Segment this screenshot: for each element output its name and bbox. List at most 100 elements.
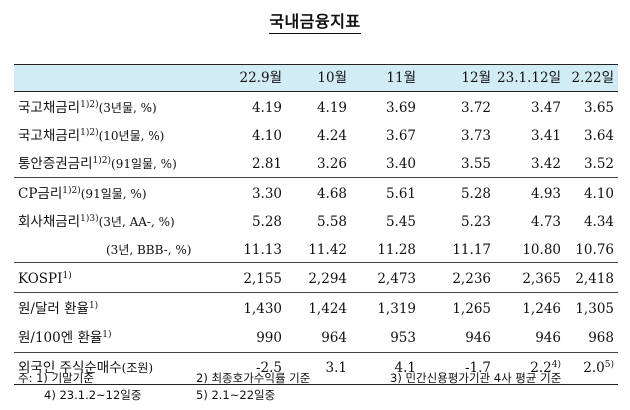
table-cell: 3.1 xyxy=(326,354,347,382)
table-cell: 11.13 xyxy=(243,236,282,264)
cell-value: 968 xyxy=(588,330,614,346)
table-header: 22.9월 10월 11월 12월 23.1.12일 2.22일 xyxy=(14,64,618,92)
cell-value: 11.42 xyxy=(308,242,347,258)
cell-value: 5.28 xyxy=(460,186,491,202)
table-cell: 4.19 xyxy=(317,94,347,122)
cell-value: 990 xyxy=(256,330,282,346)
table-cell: 4.68 xyxy=(317,180,347,208)
cell-value: 5.28 xyxy=(251,214,282,230)
table-cell: 3.42 xyxy=(531,150,561,178)
row-unit: (조원) xyxy=(121,361,154,375)
table-cell: 3.52 xyxy=(584,150,614,178)
cell-value: 1,265 xyxy=(452,301,491,317)
cell-value: 946 xyxy=(535,330,561,346)
cell-value: 2,236 xyxy=(452,271,491,287)
table-cell: 4.34 xyxy=(584,208,614,236)
table-cell: 11.17 xyxy=(452,236,491,264)
cell-value: 2,365 xyxy=(522,271,561,287)
row-label-text: CP금리 xyxy=(18,186,63,202)
table-cell: 2,473 xyxy=(377,265,416,293)
row-label-footnote-marker: 1)2) xyxy=(80,128,99,138)
cell-value: 2,418 xyxy=(575,271,614,287)
cell-value: 3.72 xyxy=(460,100,491,116)
cell-value: 2,155 xyxy=(243,271,282,287)
cell-value: 2.0 xyxy=(583,360,605,376)
column-header: 10월 xyxy=(317,70,347,86)
footnote: 4) 23.1.2~12일중 xyxy=(44,388,142,402)
cell-value: 946 xyxy=(465,330,491,346)
cell-value: 3.64 xyxy=(583,128,614,144)
table-cell: 953 xyxy=(390,324,416,352)
row-label-text: KOSPI xyxy=(18,271,63,287)
table-bottom-border xyxy=(14,384,618,385)
page-title: 국내금융지표 xyxy=(0,8,630,34)
cell-value: 2,473 xyxy=(377,271,416,287)
cell-footnote-marker: 5) xyxy=(604,360,614,370)
cell-value: 5.61 xyxy=(385,186,416,202)
table-cell: 2,365 xyxy=(522,265,561,293)
row-label-footnote-marker: 1)2) xyxy=(92,156,112,166)
cell-value: 1,246 xyxy=(522,301,561,317)
cell-value: 11.28 xyxy=(377,242,416,258)
table-row: 회사채금리1)3)(3년, AA-, %) 5.28 5.58 5.45 5.23 4.7… xyxy=(14,208,618,236)
table-cell: 4.10 xyxy=(584,180,614,208)
row-label: CP금리1)2)(91일물, %) xyxy=(18,180,147,208)
table-row: 외국인 주식순매수(조원) -2.5 3.1 4.1 -1.7 2.24) 2.05) xyxy=(14,354,618,382)
table-cell: 3.65 xyxy=(584,94,614,122)
table-cell: 946 xyxy=(465,324,491,352)
cell-value: 953 xyxy=(390,330,416,346)
table-cell: 5.28 xyxy=(461,180,491,208)
table-cell: 2.05) xyxy=(583,354,614,382)
table-cell: 5.28 xyxy=(252,208,282,236)
table-cell: 1,430 xyxy=(243,295,282,323)
row-divider xyxy=(14,292,618,293)
table-cell: 3.69 xyxy=(386,94,416,122)
row-label: 원/100엔 환율1) xyxy=(18,324,112,352)
table-cell: 3.67 xyxy=(386,122,416,150)
table-cell: 964 xyxy=(321,324,347,352)
table-cell: 3.55 xyxy=(461,150,491,178)
cell-value: 2.81 xyxy=(251,156,282,172)
cell-value: 5.58 xyxy=(316,214,347,230)
table-cell: 2.24) xyxy=(530,354,561,382)
table-cell: 3.47 xyxy=(531,94,561,122)
cell-value: 3.41 xyxy=(530,128,561,144)
footnote: 2) 최종호가수익률 기준 xyxy=(196,371,311,385)
row-label-text: 통안증권금리 xyxy=(18,156,93,172)
row-label-footnote-marker: 1) xyxy=(88,301,99,311)
row-divider xyxy=(14,352,618,353)
table-row: 국고채금리1)2)(3년물, %) 4.19 4.19 3.69 3.72 3.47 3.6… xyxy=(14,94,618,122)
table-cell: 3.41 xyxy=(531,122,561,150)
cell-value: 11.13 xyxy=(243,242,282,258)
table-row: 원/달러 환율1) 1,430 1,424 1,319 1,265 1,246 1,305 xyxy=(14,295,618,323)
table-row: 통안증권금리1)2)(91일물, %) 2.81 3.26 3.40 3.55 3.42 3… xyxy=(14,150,618,178)
table-cell: 2,294 xyxy=(308,265,347,293)
table-cell: 11.28 xyxy=(377,236,416,264)
table-row: CP금리1)2)(91일물, %) 3.30 4.68 5.61 5.28 4.93 4.1… xyxy=(14,180,618,208)
row-unit: (91일물, %) xyxy=(111,157,177,171)
footnote: 3) 민간신용평가기관 4사 평균 기준 xyxy=(390,371,562,385)
cell-value: 3.73 xyxy=(460,128,491,144)
table-cell: 11.42 xyxy=(308,236,347,264)
cell-value: -2.5 xyxy=(255,360,282,376)
cell-value: 3.47 xyxy=(530,100,561,116)
cell-value: 1,305 xyxy=(575,301,614,317)
cell-value: 1,424 xyxy=(308,301,347,317)
row-label: (3년, BBB-, %) xyxy=(106,236,191,264)
table-cell: 3.26 xyxy=(317,150,347,178)
cell-value: 4.10 xyxy=(251,128,282,144)
cell-value: 2.2 xyxy=(530,360,552,376)
row-label-footnote-marker: 1)2) xyxy=(62,186,81,196)
column-header: 23.1.12일 xyxy=(497,70,561,86)
cell-value: 3.42 xyxy=(530,156,561,172)
cell-value: 964 xyxy=(321,330,347,346)
cell-value: 3.40 xyxy=(385,156,416,172)
row-label: KOSPI1) xyxy=(18,265,72,293)
table-cell: 1,265 xyxy=(452,295,491,323)
table-cell: 4.1 xyxy=(395,354,416,382)
row-label: 외국인 주식순매수(조원) xyxy=(18,354,153,382)
column-header: 22.9월 xyxy=(239,70,282,86)
column-header: 2.22일 xyxy=(571,70,614,86)
cell-value: 3.65 xyxy=(583,100,614,116)
table-cell: 1,305 xyxy=(575,295,614,323)
